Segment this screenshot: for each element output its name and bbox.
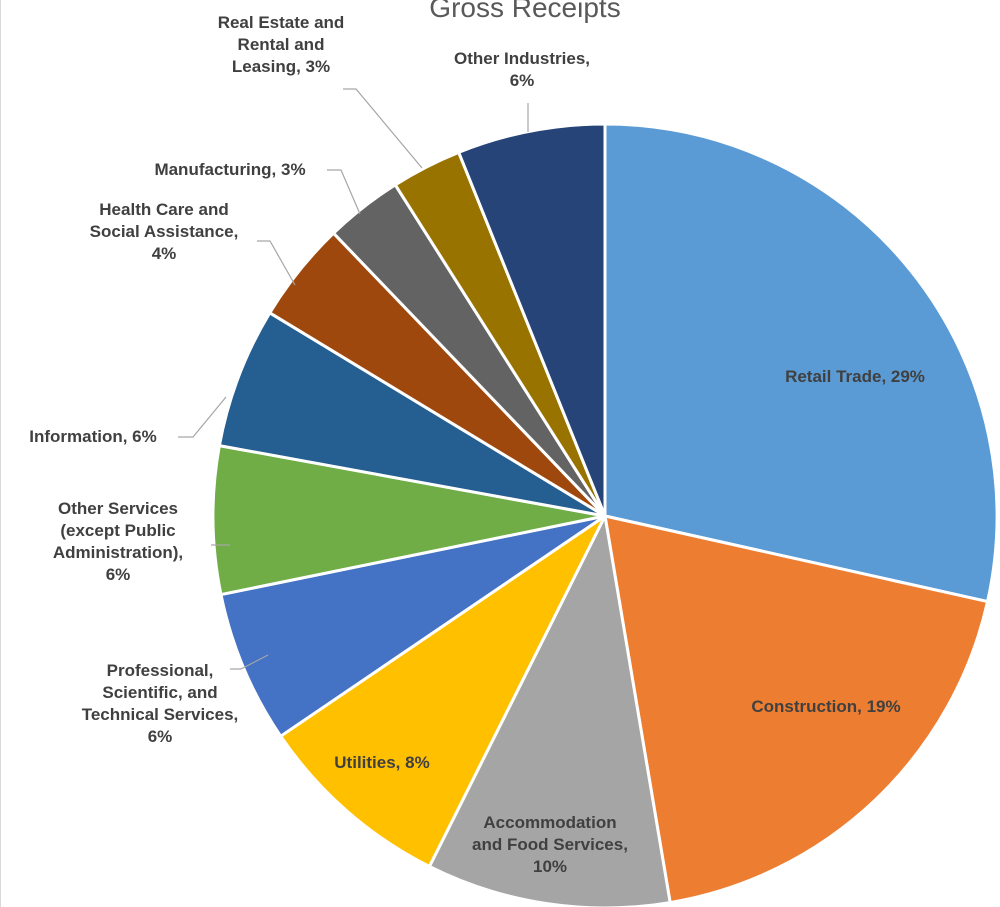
pie-slice-other-industries bbox=[457, 122, 607, 518]
pie-slice-construction bbox=[603, 514, 990, 905]
slice-label-accommodation-and-food-services: Accommodation and Food Services, 10% bbox=[472, 813, 628, 876]
leader-lines bbox=[178, 88, 529, 670]
slice-label-utilities: Utilities, 8% bbox=[334, 753, 429, 772]
leader-line-health-care-and-social-assistance bbox=[257, 240, 296, 286]
leader-line-information bbox=[178, 396, 227, 438]
slice-label-real-estate-and-rental-and-leasing: Real Estate and Rental and Leasing, 3% bbox=[218, 13, 345, 76]
leader-line-manufacturing bbox=[327, 169, 361, 215]
pie-slice-retail-trade bbox=[603, 122, 999, 604]
leader-line-professional-scientific-and-technical-services bbox=[230, 654, 269, 670]
pie-slice-other-services-except-public-administration bbox=[211, 444, 607, 597]
pie-slice-accommodation-and-food-services bbox=[427, 514, 672, 907]
pie-slices bbox=[211, 122, 999, 907]
slice-label-information: Information, 6% bbox=[29, 427, 157, 446]
slice-label-professional-scientific-and-technical-services: Professional, Scientific, and Technical Se… bbox=[82, 661, 239, 746]
pie-slice-information bbox=[217, 311, 607, 518]
chart-frame-edge bbox=[0, 0, 1, 907]
chart-title: Gross Receipts bbox=[429, 0, 621, 23]
pie-slice-professional-scientific-and-technical-services bbox=[219, 514, 607, 738]
slice-label-health-care-and-social-assistance: Health Care and Social Assistance, 4% bbox=[90, 200, 239, 263]
slice-label-other-services-except-public-administration: Other Services (except Public Administrati… bbox=[53, 499, 183, 584]
slice-label-retail-trade: Retail Trade, 29% bbox=[785, 367, 925, 386]
leader-line-real-estate-and-rental-and-leasing bbox=[343, 88, 423, 169]
slice-label-construction: Construction, 19% bbox=[751, 697, 900, 716]
slice-label-manufacturing: Manufacturing, 3% bbox=[154, 160, 305, 179]
slice-label-other-industries: Other Industries, 6% bbox=[454, 49, 590, 90]
pie-slice-utilities bbox=[279, 514, 607, 868]
slice-labels: Retail Trade, 29% Construction, 19% Accomm… bbox=[29, 13, 925, 876]
